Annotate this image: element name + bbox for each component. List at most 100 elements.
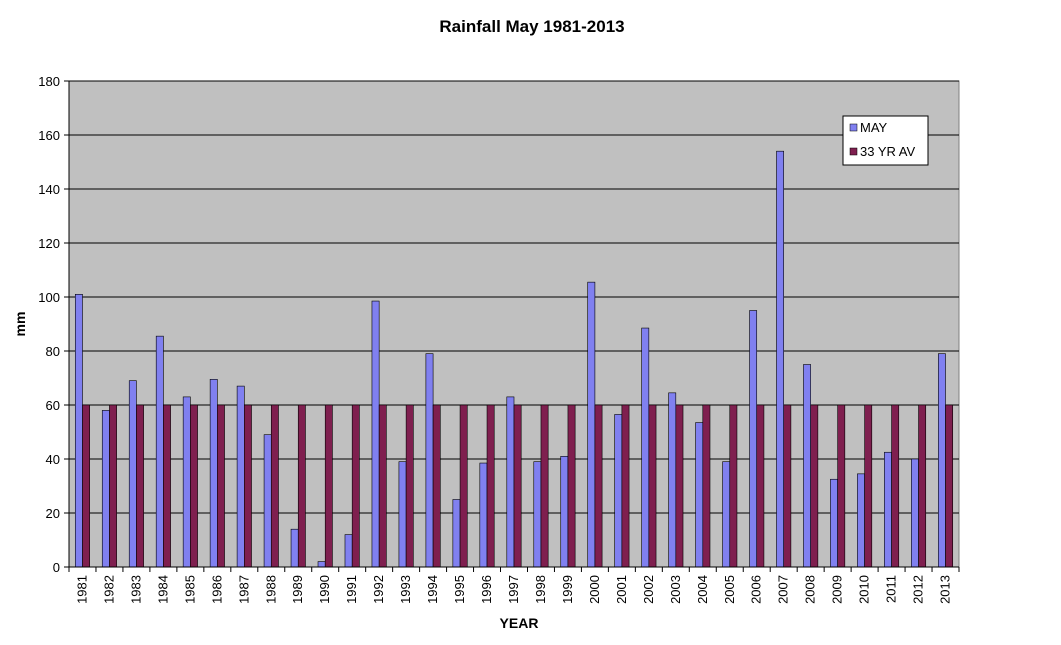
bar-33-yr-av-2004 [702, 404, 711, 568]
y-tick-label: 160 [38, 128, 60, 143]
x-tick-label: 2013 [938, 575, 953, 604]
legend-swatch-33-yr-av [849, 147, 858, 156]
x-tick-label: 2005 [722, 575, 737, 604]
y-tick-label: 180 [38, 74, 60, 89]
x-tick-label: 2003 [668, 575, 683, 604]
bar-33-yr-av-2000 [594, 404, 603, 568]
x-tick-label: 1994 [425, 575, 440, 604]
bar-may-2002 [641, 327, 650, 568]
bar-33-yr-av-2010 [864, 404, 873, 568]
bar-33-yr-av-1992 [378, 404, 387, 568]
y-tick-label: 100 [38, 290, 60, 305]
x-tick-label: 1987 [236, 575, 251, 604]
bar-may-1981 [74, 293, 83, 568]
bars [74, 150, 954, 568]
chart-title: Rainfall May 1981-2013 [439, 17, 624, 36]
bar-33-yr-av-2013 [945, 404, 954, 568]
x-tick-label: 2009 [830, 575, 845, 604]
bar-33-yr-av-1997 [513, 404, 522, 568]
bar-33-yr-av-1981 [82, 404, 90, 568]
legend-swatch-may [849, 123, 858, 132]
bar-33-yr-av-1982 [109, 404, 117, 568]
bar-may-1997 [506, 396, 515, 568]
bar-may-1987 [236, 385, 245, 568]
bar-may-1998 [533, 461, 542, 568]
x-tick-label: 1981 [74, 575, 89, 604]
bar-33-yr-av-1996 [486, 404, 495, 568]
bar-may-1986 [209, 379, 218, 568]
bar-may-2001 [614, 414, 623, 568]
x-tick-label: 1989 [290, 575, 305, 604]
bar-may-1988 [263, 434, 272, 568]
x-tick-label: 2012 [911, 575, 926, 604]
bar-may-1990 [317, 561, 326, 568]
x-tick-label: 1998 [533, 575, 548, 604]
bar-may-1992 [371, 300, 380, 568]
y-tick-label: 20 [46, 506, 60, 521]
bar-33-yr-av-1995 [459, 404, 468, 568]
bar-33-yr-av-2009 [837, 404, 846, 568]
bar-33-yr-av-2001 [621, 404, 630, 568]
bar-33-yr-av-1993 [405, 404, 414, 568]
bar-33-yr-av-2008 [810, 404, 819, 568]
y-axis-title: mm [12, 312, 28, 337]
x-tick-label: 2010 [857, 575, 872, 604]
x-tick-label: 2011 [884, 575, 899, 603]
bar-33-yr-av-1994 [432, 404, 441, 568]
bar-may-2006 [749, 310, 758, 568]
bar-may-1999 [560, 455, 569, 568]
bar-33-yr-av-1999 [567, 404, 576, 568]
bar-may-1984 [155, 335, 164, 568]
bar-may-2000 [587, 281, 596, 568]
bar-may-1993 [398, 461, 407, 568]
bar-33-yr-av-1989 [297, 404, 306, 568]
x-tick-label: 1996 [479, 575, 494, 604]
x-tick-label: 1990 [317, 575, 332, 604]
bar-33-yr-av-1985 [190, 404, 198, 568]
y-axis-ticks: 0 20 40 60 80 100 120 140 160 180 [38, 74, 69, 575]
bar-may-1994 [425, 353, 434, 568]
legend: MAY 33 YR AV [842, 115, 929, 166]
bar-may-1989 [290, 528, 299, 568]
x-tick-label: 2001 [614, 575, 629, 604]
bar-33-yr-av-1988 [270, 404, 279, 568]
bar-may-2008 [803, 364, 811, 568]
x-tick-label: 1985 [182, 575, 197, 604]
bar-may-2009 [830, 478, 838, 568]
x-tick-label: 1997 [506, 575, 521, 604]
bar-may-1996 [479, 462, 488, 568]
bar-may-2007 [776, 150, 784, 568]
y-tick-label: 40 [46, 452, 60, 467]
bar-33-yr-av-2003 [675, 404, 684, 568]
x-tick-label: 1993 [398, 575, 413, 604]
bar-33-yr-av-1984 [163, 404, 171, 568]
x-tick-label: 1986 [209, 575, 224, 604]
bar-may-1985 [182, 396, 191, 568]
x-tick-label: 1999 [560, 575, 575, 604]
legend-label-33-yr-av: 33 YR AV [860, 144, 915, 159]
y-tick-label: 120 [38, 236, 60, 251]
bar-33-yr-av-1986 [217, 404, 225, 568]
bar-33-yr-av-2005 [729, 404, 738, 568]
bar-33-yr-av-2012 [918, 404, 927, 568]
bar-may-2013 [938, 353, 946, 568]
x-tick-label: 1982 [101, 575, 116, 604]
bar-may-1995 [452, 499, 461, 568]
y-tick-label: 0 [53, 560, 60, 575]
bar-33-yr-av-2002 [648, 404, 657, 568]
bar-may-1983 [128, 380, 137, 568]
bar-may-1982 [101, 410, 110, 568]
bar-may-2011 [884, 451, 892, 568]
x-tick-label: 2004 [695, 575, 710, 604]
bar-may-2003 [668, 392, 677, 568]
bar-may-2005 [722, 461, 731, 568]
bar-33-yr-av-1983 [136, 404, 144, 568]
y-tick-label: 140 [38, 182, 60, 197]
bar-33-yr-av-1991 [351, 404, 360, 568]
x-tick-label: 1995 [452, 575, 467, 604]
bar-may-2010 [857, 473, 865, 568]
x-tick-label: 2006 [749, 575, 764, 604]
x-tick-label: 2000 [587, 575, 602, 604]
x-tick-label: 1992 [371, 575, 386, 604]
